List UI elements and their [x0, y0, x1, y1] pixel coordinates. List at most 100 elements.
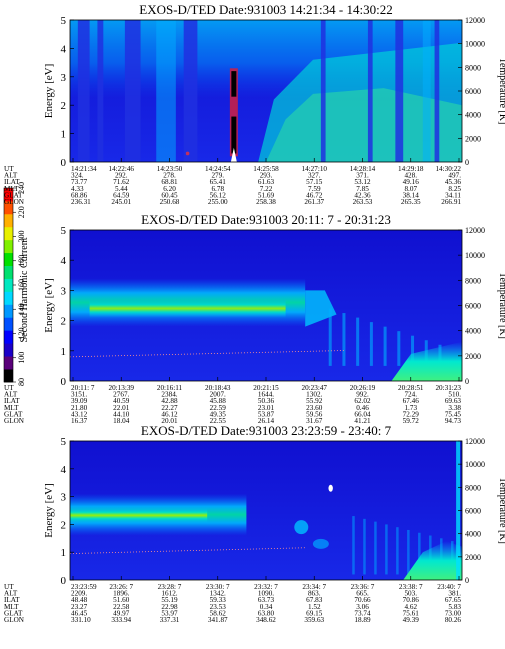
table-cell: 3151. — [71, 391, 87, 399]
table-cell: 1302. — [306, 391, 322, 399]
table-cell: 20:16:11 — [157, 384, 183, 392]
table-cell: 348.62 — [256, 616, 276, 624]
table-cell: 497. — [448, 172, 461, 180]
y2-axis-label: Temperature [K] — [497, 58, 505, 125]
table-cell: 49.97 — [113, 609, 130, 617]
y2-tick-label: 2000 — [465, 553, 481, 562]
colorbar-tick-label: 120 — [17, 328, 26, 340]
table-cell: 58.62 — [210, 609, 227, 617]
table-cell: 371. — [356, 172, 369, 180]
table-cell: 16.37 — [71, 417, 88, 425]
panel-title: EXOS-D/TED Date:931003 23:23:59 - 23:40:… — [141, 423, 392, 438]
table-cell: 23:38: 7 — [399, 583, 423, 591]
table-cell: 22.59 — [210, 404, 227, 412]
colorbar-swatch — [4, 330, 13, 344]
table-cell: 2209. — [71, 590, 87, 598]
table-cell: 23:28: 7 — [158, 583, 182, 591]
y-tick-label: 4 — [61, 43, 67, 55]
field-streak — [369, 322, 373, 366]
table-cell: 1612. — [161, 590, 177, 598]
table-cell: 503. — [404, 590, 417, 598]
table-cell: 70.66 — [354, 596, 371, 604]
table-cell: 341.87 — [208, 616, 228, 624]
field-streak — [395, 20, 404, 162]
table-cell: 44.10 — [113, 410, 130, 418]
table-cell: 863. — [308, 590, 321, 598]
table-cell: 331.10 — [71, 616, 91, 624]
field-streak — [124, 20, 141, 162]
table-cell: 14:28:14 — [350, 165, 376, 173]
table-cell: 2767. — [113, 391, 129, 399]
table-cell: 57.15 — [306, 178, 323, 186]
panel-3: EXOS-D/TED Date:931003 23:23:59 - 23:40:… — [4, 423, 505, 624]
y2-tick-label: 4000 — [465, 530, 481, 539]
table-row-label: MLT — [4, 404, 19, 412]
table-cell: 80.26 — [445, 616, 462, 624]
table-cell: 7.22 — [260, 185, 273, 193]
table-row-label: MLT — [4, 603, 19, 611]
table-cell: 49.16 — [403, 178, 420, 186]
table-cell: 22.55 — [210, 417, 227, 425]
table-cell: 8.25 — [448, 185, 461, 193]
field-streak — [342, 313, 346, 366]
table-cell: 67.83 — [306, 596, 323, 604]
field-streak — [383, 326, 387, 366]
table-cell: 3.38 — [448, 404, 461, 412]
table-cell: 2007. — [210, 391, 226, 399]
table-cell: 67.46 — [403, 397, 420, 405]
table-cell: 236.31 — [71, 198, 91, 206]
colorbar-swatch — [4, 213, 13, 228]
table-cell: 34.11 — [445, 191, 461, 199]
table-cell: 71.62 — [113, 178, 130, 186]
colorbar-tick-label: 140 — [17, 303, 26, 315]
field-streak — [356, 317, 360, 366]
colorbar-tick-label: 220 — [17, 206, 26, 218]
panel-title: EXOS-D/TED Date:931003 14:21:34 - 14:30:… — [139, 2, 392, 17]
table-cell: 45.88 — [210, 397, 227, 405]
table-cell: 45.36 — [445, 178, 462, 186]
table-row-label: UT — [4, 583, 14, 591]
field-region — [294, 520, 309, 535]
table-cell: 23:34: 7 — [302, 583, 326, 591]
y2-tick-label: 4000 — [465, 111, 481, 120]
table-cell: 2384. — [161, 391, 177, 399]
table-cell: 510. — [448, 391, 461, 399]
y2-tick-label: 12000 — [465, 226, 485, 235]
y2-tick-label: 12000 — [465, 16, 485, 25]
panel-title: EXOS-D/TED Date:931003 20:11: 7 - 20:31:… — [141, 212, 391, 227]
table-cell: 22.98 — [161, 603, 178, 611]
table-cell: 14:27:10 — [301, 165, 327, 173]
table-cell: 64.59 — [113, 191, 130, 199]
y2-tick-label: 10000 — [465, 40, 485, 49]
table-cell: 43.12 — [71, 410, 88, 418]
panel-2: EXOS-D/TED Date:931003 20:11: 7 - 20:31:… — [4, 212, 505, 425]
table-cell: 46.45 — [71, 609, 88, 617]
table-cell: 1644. — [258, 391, 274, 399]
y-tick-label: 0 — [61, 376, 67, 388]
table-cell: 23.53 — [210, 603, 227, 611]
table-cell: 51.60 — [113, 596, 130, 604]
table-cell: 7.59 — [308, 185, 321, 193]
table-cell: 63.73 — [258, 596, 275, 604]
colorbar-swatch — [4, 200, 13, 215]
table-cell: 265.35 — [401, 198, 421, 206]
table-cell: 67.65 — [445, 596, 462, 604]
y2-tick-label: 4000 — [465, 327, 481, 336]
table-cell: 23:23:59 — [71, 583, 97, 591]
table-cell: 68.86 — [71, 191, 88, 199]
colorbar-swatch — [4, 317, 13, 331]
field-streak — [156, 20, 176, 162]
colorbar-label: Second Harmonic Current — [19, 237, 30, 342]
table-cell: 40.59 — [113, 397, 130, 405]
table-cell: 75.45 — [445, 410, 462, 418]
table-row-label: GLON — [4, 417, 25, 425]
table-cell: 1.73 — [404, 404, 417, 412]
table-cell: 333.94 — [111, 616, 131, 624]
field-spike — [231, 71, 237, 97]
field-spike — [230, 147, 237, 162]
field-spike — [229, 68, 238, 157]
y-tick-label: 0 — [61, 157, 67, 169]
table-cell: 50.36 — [258, 397, 275, 405]
y-tick-label: 3 — [61, 285, 67, 297]
colorbar-swatch — [4, 343, 13, 357]
